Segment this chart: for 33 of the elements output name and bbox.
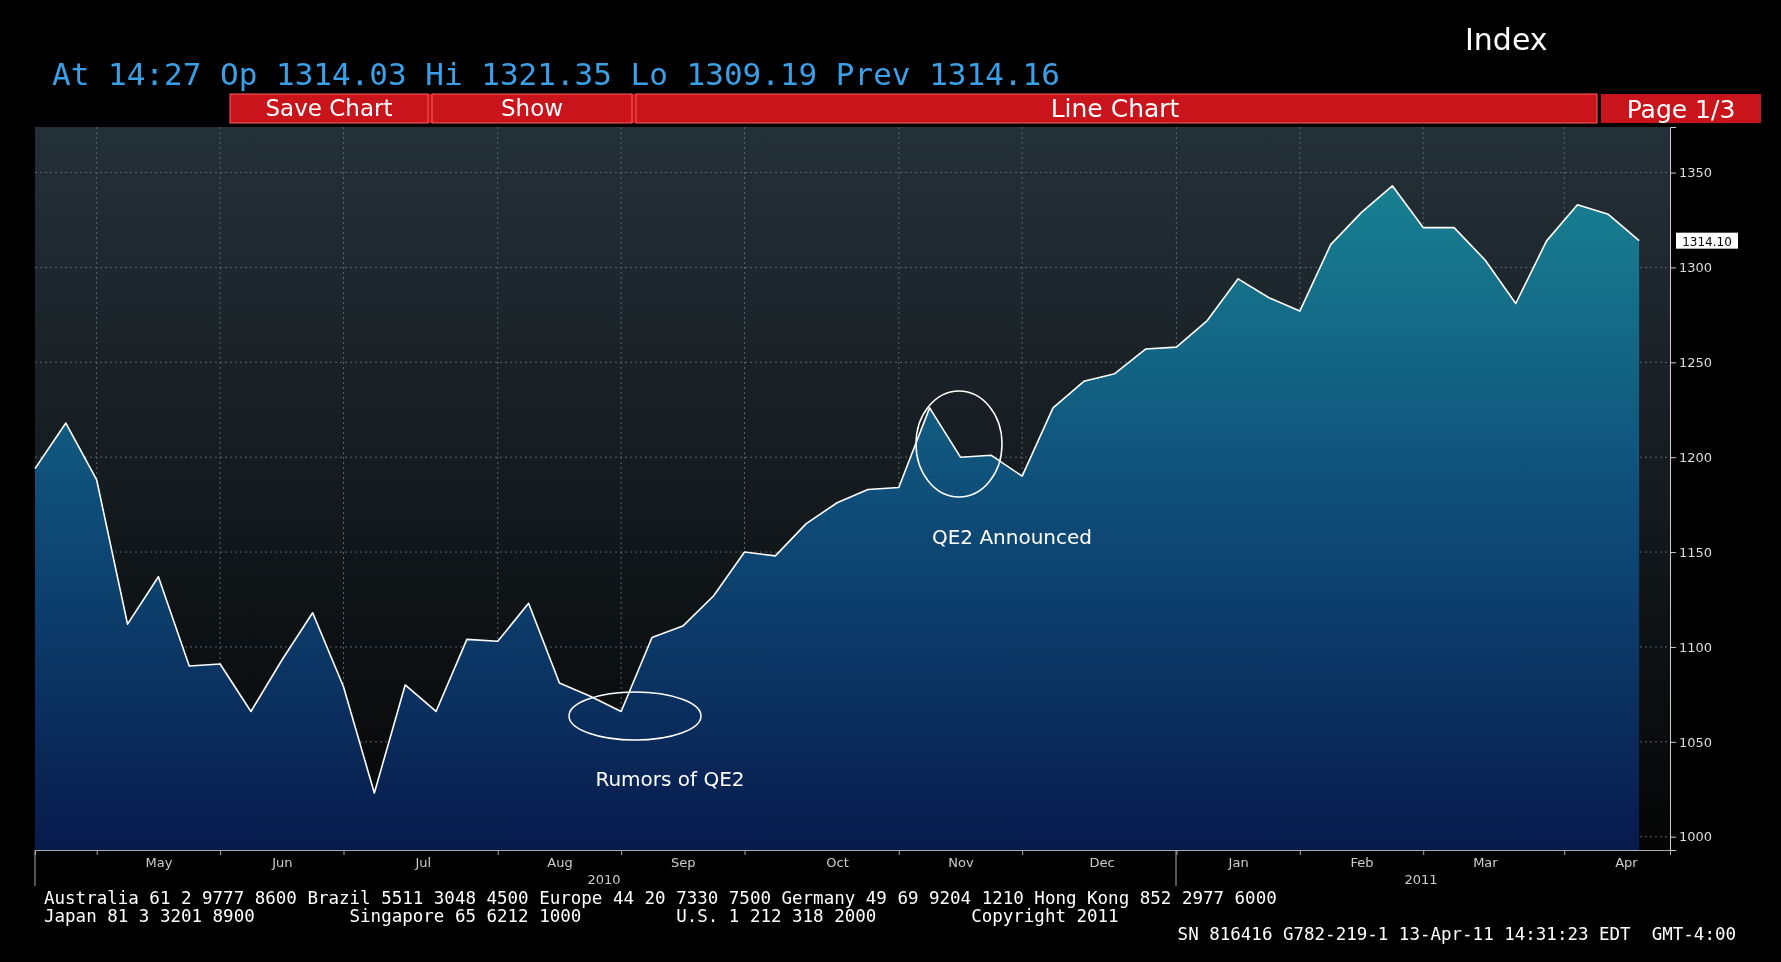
- y-tick-label: 1200: [1679, 449, 1713, 465]
- x-tick-label: Sep: [671, 855, 696, 871]
- x-tick-label: Jul: [414, 855, 432, 871]
- annotation: Rumors of QE2: [595, 767, 745, 791]
- y-tick-label: 1250: [1679, 354, 1713, 370]
- text: 2010: [587, 872, 621, 887]
- x-tick-label: Nov: [948, 855, 974, 871]
- y-tick-label: 1350: [1679, 165, 1713, 181]
- x-tick-label: Oct: [826, 855, 849, 871]
- x-tick-label: Feb: [1350, 855, 1374, 871]
- text: SN 816416 G782-219-1 13-Apr-11 14:31:23 EDT GMT-4:00: [1177, 924, 1736, 944]
- y-tick-label: 1050: [1679, 734, 1713, 750]
- annotation: QE2 Announced: [931, 525, 1093, 549]
- text: 1314.10: [1682, 234, 1732, 249]
- x-tick-label: Jan: [1227, 855, 1249, 871]
- y-tick-label: 1000: [1679, 829, 1713, 845]
- y-tick-label: 1100: [1679, 639, 1713, 655]
- x-tick-label: Jun: [271, 855, 293, 871]
- text: Save Chart: [265, 95, 393, 121]
- text: Australia 61 2 9777 8600 Brazil 5511 3048 4500 Europe 44 20 7330 7500 Germany 49 69 9204 1210 Hong Kong 852 2977 6000: [44, 888, 1277, 908]
- x-tick-label: Aug: [547, 855, 573, 871]
- text: Page 1/3: [1626, 95, 1736, 124]
- x-tick-label: May: [145, 855, 173, 871]
- x-tick-label: Apr: [1615, 855, 1639, 871]
- x-tick-label: Mar: [1473, 855, 1499, 871]
- y-tick-label: 1150: [1679, 544, 1713, 560]
- y-tick-label: 1300: [1679, 260, 1713, 276]
- text: Show: [500, 95, 564, 121]
- chart-title: Line Chart: [1050, 94, 1180, 123]
- x-tick-label: Dec: [1089, 855, 1115, 871]
- text: 2011: [1404, 872, 1438, 887]
- chart-subtitle: At 14:27 Op 1314.03 Hi 1321.35 Lo 1309.19 Prev 1314.16: [52, 56, 1060, 92]
- text: Index: [1465, 22, 1548, 57]
